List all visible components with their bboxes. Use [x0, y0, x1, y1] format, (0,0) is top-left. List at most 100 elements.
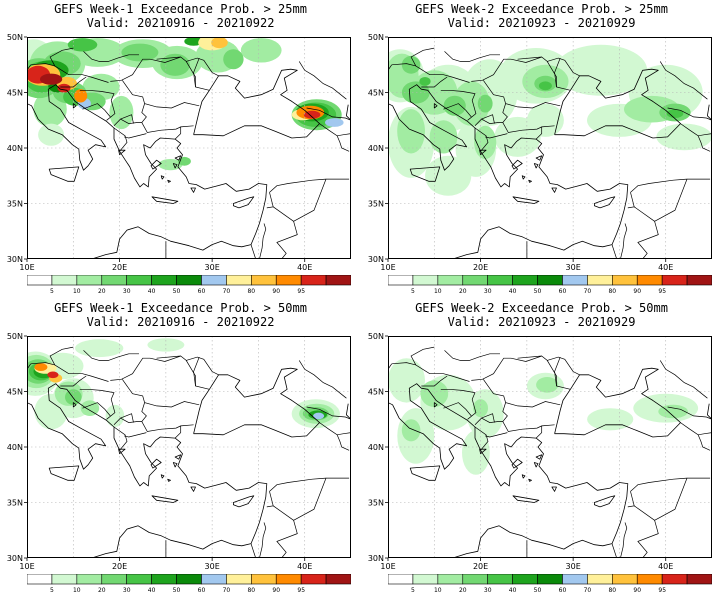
lat-tick-label: 30N: [368, 554, 384, 563]
probability-area: [429, 120, 458, 154]
colorbar-label: 90: [633, 587, 641, 594]
colorbar-label: 50: [534, 587, 542, 594]
colorbar-label: 50: [173, 288, 181, 295]
probability-area: [425, 155, 472, 196]
lat-tick-label: 35N: [7, 499, 23, 508]
probability-area: [158, 159, 183, 171]
probability-area: [397, 109, 425, 154]
probability-area: [477, 94, 493, 113]
lat-tick-label: 35N: [368, 200, 384, 209]
probability-area: [554, 44, 648, 96]
lon-tick-label: 30E: [205, 562, 220, 571]
lat-tick-label: 45N: [7, 388, 23, 397]
colorbar-swatch: [76, 275, 103, 286]
colorbar-label: 30: [123, 288, 131, 295]
colorbar-swatch: [388, 574, 414, 585]
colorbar-swatch: [51, 574, 78, 585]
colorbar-swatch: [151, 574, 177, 585]
probability-map: 10E 20E 30E 40E 30N 35N 40N 45N 50N: [7, 332, 351, 571]
colorbar-swatch: [226, 275, 252, 286]
colorbar-label: 20: [98, 587, 106, 594]
colorbar-swatch: [27, 275, 53, 286]
map-frame: [27, 336, 351, 558]
lat-tick-label: 50N: [368, 332, 384, 341]
colorbar-label: 90: [633, 288, 641, 295]
probability-shading: [27, 338, 340, 430]
colorbar-swatch: [612, 574, 638, 585]
colorbar-swatch: [226, 574, 252, 585]
colorbar-swatch: [686, 275, 712, 286]
colorbar-label: 80: [608, 288, 616, 295]
coastlines: [27, 68, 351, 259]
colorbar-label: 5: [411, 288, 415, 295]
probability-area: [388, 358, 425, 403]
lat-tick-label: 50N: [7, 332, 23, 341]
colorbar-swatch: [176, 574, 202, 585]
lat-tick-label: 30N: [7, 554, 23, 563]
colorbar-swatch: [437, 275, 464, 286]
colorbar-label: 40: [509, 587, 517, 594]
panel-week2-25mm: GEFS Week-2 Exceedance Prob. > 25mm Vali…: [361, 0, 722, 299]
colorbar-swatch: [388, 275, 414, 286]
probability-map: 10E 20E 30E 40E 30N 35N 40N 45N 50N: [7, 33, 351, 272]
colorbar-swatch: [251, 275, 277, 286]
probability-map: 10E 20E 30E 40E 30N 35N 40N 45N 50N: [368, 33, 712, 272]
panel-valid-dates: Valid: 20210923 - 20210929: [447, 315, 636, 329]
colorbar-swatch: [661, 275, 688, 286]
colorbar-label: 80: [247, 587, 255, 594]
colorbar-swatch: [300, 574, 327, 585]
probability-area: [587, 408, 634, 431]
probability-area: [121, 43, 159, 62]
lat-tick-label: 40N: [7, 144, 23, 153]
colorbar-label: 60: [559, 288, 567, 295]
colorbar-swatch: [101, 574, 127, 585]
colorbar-swatch: [587, 275, 613, 286]
colorbar-swatch: [612, 275, 638, 286]
colorbar-label: 60: [559, 587, 567, 594]
lat-tick-label: 45N: [368, 388, 384, 397]
colorbar: 5 10 20 30 40 50 60 70 80 90 95: [388, 574, 712, 594]
grid-lines: [27, 37, 351, 259]
panel-valid-dates: Valid: 20210916 - 20210922: [86, 315, 275, 329]
colorbar-label: 70: [223, 587, 231, 594]
colorbar-label: 50: [173, 587, 181, 594]
colorbar-swatch: [537, 275, 563, 286]
colorbar-swatch: [412, 275, 439, 286]
colorbar-swatch: [512, 275, 538, 286]
map-frame: [388, 37, 712, 259]
colorbar-label: 60: [198, 587, 206, 594]
colorbar-swatch: [636, 275, 663, 286]
colorbar-swatch: [300, 275, 327, 286]
colorbar-label: 40: [509, 288, 517, 295]
probability-area: [474, 125, 497, 159]
panel-title: GEFS Week-2 Exceedance Prob. > 50mm: [415, 301, 668, 315]
grid-lines: [388, 336, 712, 558]
colorbar-label: 80: [247, 288, 255, 295]
colorbar-swatch: [51, 275, 78, 286]
panel-week1-50mm: GEFS Week-1 Exceedance Prob. > 50mm Vali…: [0, 299, 361, 598]
colorbar-label: 5: [411, 587, 415, 594]
coastlines: [27, 367, 351, 558]
colorbar-swatch: [151, 275, 177, 286]
colorbar-swatch: [275, 275, 302, 286]
probability-area: [313, 412, 325, 420]
lon-tick-label: 10E: [380, 562, 395, 571]
lat-tick-label: 40N: [7, 443, 23, 452]
colorbar-swatch: [487, 275, 513, 286]
probability-map: 10E 20E 30E 40E 30N 35N 40N 45N 50N: [368, 332, 712, 571]
colorbar-swatch: [462, 275, 488, 286]
probability-area: [656, 123, 712, 151]
country-borders: [388, 346, 712, 558]
lon-tick-label: 20E: [473, 263, 488, 272]
country-borders: [27, 47, 351, 259]
colorbar-swatch: [487, 574, 513, 585]
colorbar-label: 20: [459, 288, 467, 295]
colorbar-label: 40: [148, 288, 156, 295]
colorbar-label: 10: [434, 587, 442, 594]
colorbar-swatch: [201, 275, 227, 286]
probability-area: [80, 400, 100, 416]
probability-area: [211, 37, 228, 49]
colorbar-swatch: [275, 574, 302, 585]
colorbar-label: 50: [534, 288, 542, 295]
colorbar-label: 10: [73, 587, 81, 594]
